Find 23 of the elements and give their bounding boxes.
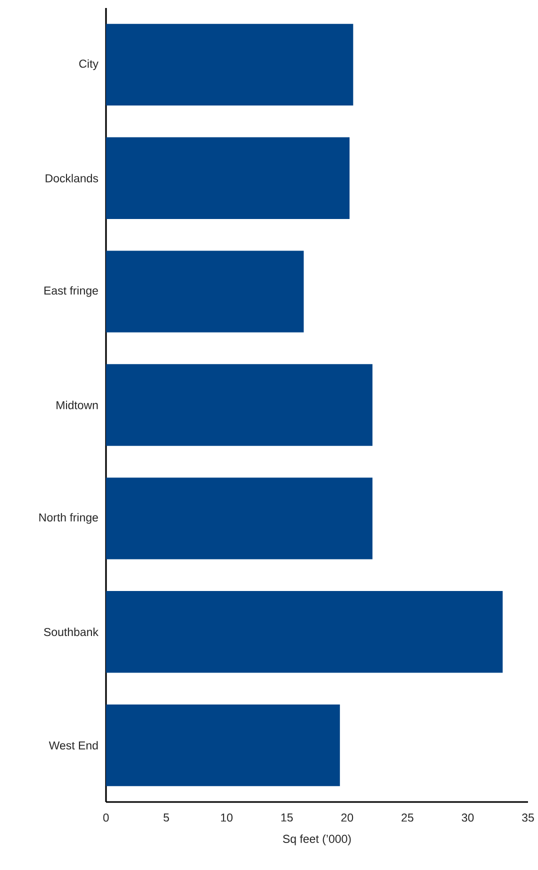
y-tick-label: Southbank bbox=[44, 628, 98, 636]
y-tick-label: North fringe bbox=[39, 513, 98, 524]
x-tick-label: 10 bbox=[221, 814, 233, 822]
x-tick-label: 15 bbox=[281, 814, 293, 822]
bar bbox=[106, 704, 340, 786]
y-tick-label: Midtown bbox=[56, 400, 98, 410]
bar bbox=[106, 591, 503, 673]
y-tick-label: City bbox=[79, 59, 98, 70]
y-tick-label: East fringe bbox=[44, 286, 98, 297]
x-tick-label: 25 bbox=[402, 814, 414, 822]
y-tick-label: Docklands bbox=[46, 174, 98, 182]
x-tick-label: 5 bbox=[164, 814, 169, 822]
y-tick-label: West End bbox=[48, 741, 98, 750]
x-tick-label: 20 bbox=[341, 814, 354, 822]
x-tick-label: 0 bbox=[103, 814, 109, 822]
bar bbox=[106, 137, 350, 219]
x-tick-label: 35 bbox=[522, 814, 534, 822]
x-axis-title: Sq feet (’000) bbox=[282, 834, 351, 846]
bar bbox=[106, 364, 372, 446]
bar bbox=[106, 24, 354, 106]
x-tick-label: 30 bbox=[462, 814, 474, 822]
bar bbox=[106, 250, 304, 332]
bar bbox=[106, 478, 372, 560]
